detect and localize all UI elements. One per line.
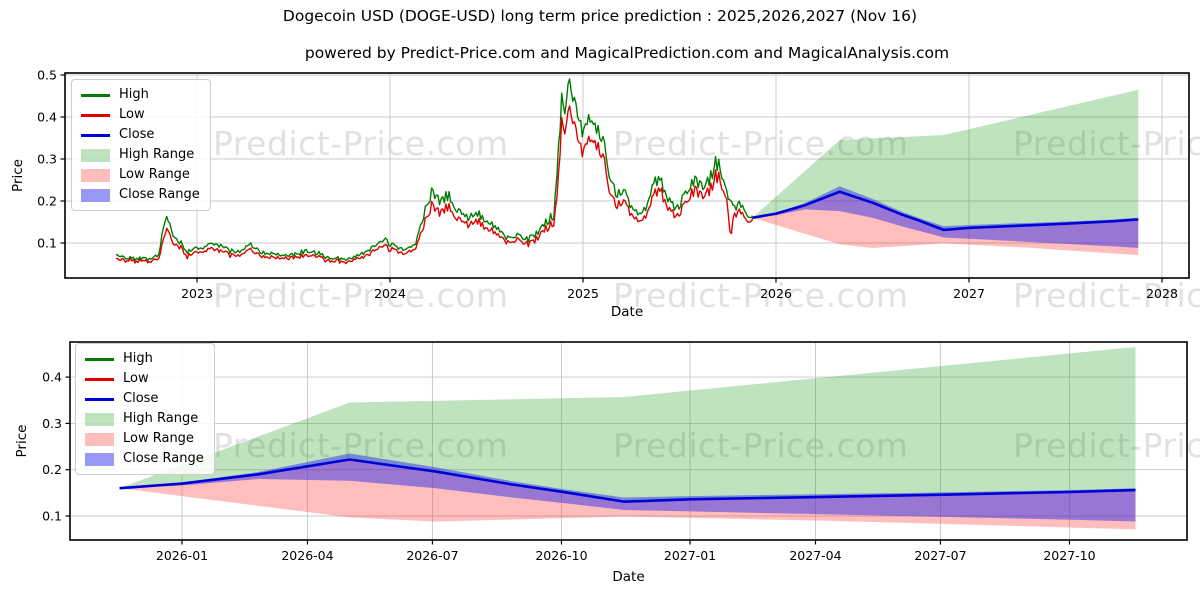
legend-item: Close Range xyxy=(85,449,204,469)
legend-top-chart: High Low Close High Range Low Range Close Ran… xyxy=(71,79,211,211)
low-swatch xyxy=(81,113,110,117)
x-tick-label: 2027 xyxy=(953,286,985,301)
legend-item: High Range xyxy=(85,409,204,429)
y-tick-label: 0.4 xyxy=(42,370,62,385)
axes: 2026-01 2026-04 2026-07 2026-10 2027-01 2027-… xyxy=(14,341,1188,585)
close-forecast-line xyxy=(752,190,1139,232)
legend-label: Low xyxy=(119,107,145,122)
low-swatch xyxy=(85,377,114,381)
gridlines xyxy=(70,342,1187,540)
legend-item: High Range xyxy=(81,145,200,165)
x-tick-label: 2027-01 xyxy=(664,548,716,563)
x-tick-label: 2024 xyxy=(374,286,406,301)
axes: 2023 2024 2025 2026 2027 2028 0.1 0.2 0.3 0.4 0.5 D… xyxy=(10,68,1190,320)
legend-label: High Range xyxy=(119,147,195,162)
x-tick-label: 2026-04 xyxy=(281,548,333,563)
legend-label: Low xyxy=(123,371,149,386)
legend-item: High xyxy=(85,349,204,369)
legend-item: Low Range xyxy=(85,429,204,449)
legend-label: Low Range xyxy=(119,167,190,182)
y-tick-label: 0.3 xyxy=(37,152,57,167)
legend-item: Close Range xyxy=(81,185,200,205)
forecast-bands xyxy=(119,347,1136,530)
legend-item: Low Range xyxy=(81,165,200,185)
x-tick-label: 2026-01 xyxy=(156,548,208,563)
legend-item: Low xyxy=(85,369,204,389)
close-fill-swatch xyxy=(85,452,114,466)
low-line xyxy=(115,105,753,265)
x-tick-label: 2026 xyxy=(760,286,792,301)
legend-label: High xyxy=(123,351,153,366)
plot-frame xyxy=(69,341,1188,541)
y-tick-label: 0.1 xyxy=(42,509,62,524)
x-axis-label: Date xyxy=(611,304,643,320)
x-tick-label: 2023 xyxy=(181,286,213,301)
x-tick-label: 2025 xyxy=(567,286,599,301)
high-range-band xyxy=(752,89,1139,230)
high-fill-swatch xyxy=(85,412,114,426)
legend-item: Close xyxy=(81,125,200,145)
x-axis-label: Date xyxy=(612,569,644,585)
legend-item: Low xyxy=(81,105,200,125)
historical-lines xyxy=(115,78,753,265)
x-tick-label: 2028 xyxy=(1146,286,1178,301)
legend-bottom-chart: High Low Close High Range Low Range Close Ran… xyxy=(75,343,215,475)
y-tick-label: 0.1 xyxy=(37,236,57,251)
y-axis-label: Price xyxy=(10,159,26,192)
y-tick-label: 0.5 xyxy=(37,68,57,83)
y-tick-label: 0.3 xyxy=(42,416,62,431)
y-tick-label: 0.2 xyxy=(42,462,62,477)
close-range-band xyxy=(119,453,1136,522)
low-fill-swatch xyxy=(81,168,110,182)
close-swatch xyxy=(85,397,114,401)
close-swatch xyxy=(81,133,110,137)
x-tick-label: 2027-07 xyxy=(914,548,966,563)
plot-frame xyxy=(64,72,1190,279)
legend-item: High xyxy=(81,85,200,105)
gridlines xyxy=(65,73,1189,278)
high-range-band xyxy=(119,347,1136,502)
forecast-bands xyxy=(752,89,1139,256)
legend-label: Close xyxy=(119,127,155,142)
close-forecast-line xyxy=(119,458,1136,503)
legend-label: High xyxy=(119,87,149,102)
x-tick-label: 2027-04 xyxy=(789,548,841,563)
y-axis-label: Price xyxy=(14,425,30,458)
y-tick-label: 0.2 xyxy=(37,194,57,209)
close-fill-swatch xyxy=(81,188,110,202)
legend-label: Close Range xyxy=(119,187,200,202)
close-range-band xyxy=(752,186,1139,249)
low-fill-swatch xyxy=(85,432,114,446)
legend-label: High Range xyxy=(123,411,199,426)
low-range-band xyxy=(752,191,1139,256)
legend-label: Close Range xyxy=(123,451,204,466)
low-range-band xyxy=(119,459,1136,530)
high-line xyxy=(115,78,753,262)
x-tick-label: 2026-10 xyxy=(535,548,587,563)
figure-subtitle: powered by Predict-Price.com and Magical… xyxy=(304,44,950,62)
legend-item: Close xyxy=(85,389,204,409)
figure-title: Dogecoin USD (DOGE-USD) long term price … xyxy=(282,7,918,25)
high-swatch xyxy=(85,357,114,361)
legend-label: Close xyxy=(123,391,159,406)
x-tick-label: 2027-10 xyxy=(1043,548,1095,563)
high-swatch xyxy=(81,93,110,97)
legend-label: Low Range xyxy=(123,431,194,446)
high-fill-swatch xyxy=(81,148,110,162)
x-tick-label: 2026-07 xyxy=(406,548,458,563)
y-tick-label: 0.4 xyxy=(37,110,57,125)
